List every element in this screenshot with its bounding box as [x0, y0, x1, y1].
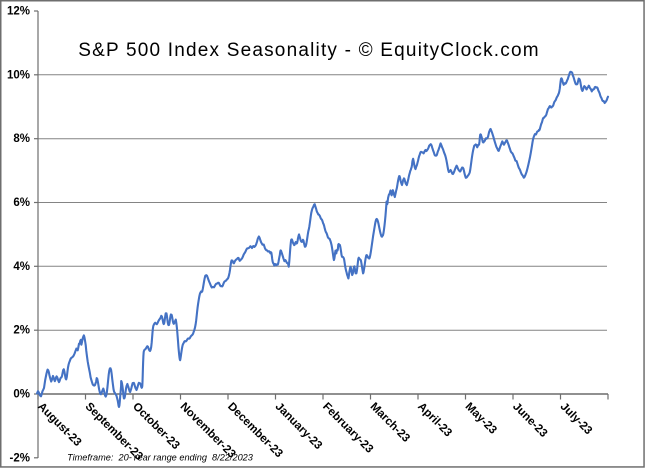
svg-text:6%: 6%	[13, 197, 30, 209]
svg-text:2%: 2%	[13, 325, 30, 337]
svg-text:S&P 500 Index Seasonality - ©: S&P 500 Index Seasonality - © EquityCloc…	[78, 40, 540, 61]
svg-text:8%: 8%	[13, 133, 30, 145]
svg-text:12%: 12%	[7, 6, 30, 18]
svg-text:0%: 0%	[13, 389, 30, 401]
svg-text:10%: 10%	[7, 69, 30, 81]
svg-text:Timeframe: 20-Year range endi: Timeframe: 20-Year range ending 8/22/202…	[67, 453, 254, 463]
svg-text:-2%: -2%	[10, 452, 30, 464]
svg-text:4%: 4%	[13, 261, 30, 273]
